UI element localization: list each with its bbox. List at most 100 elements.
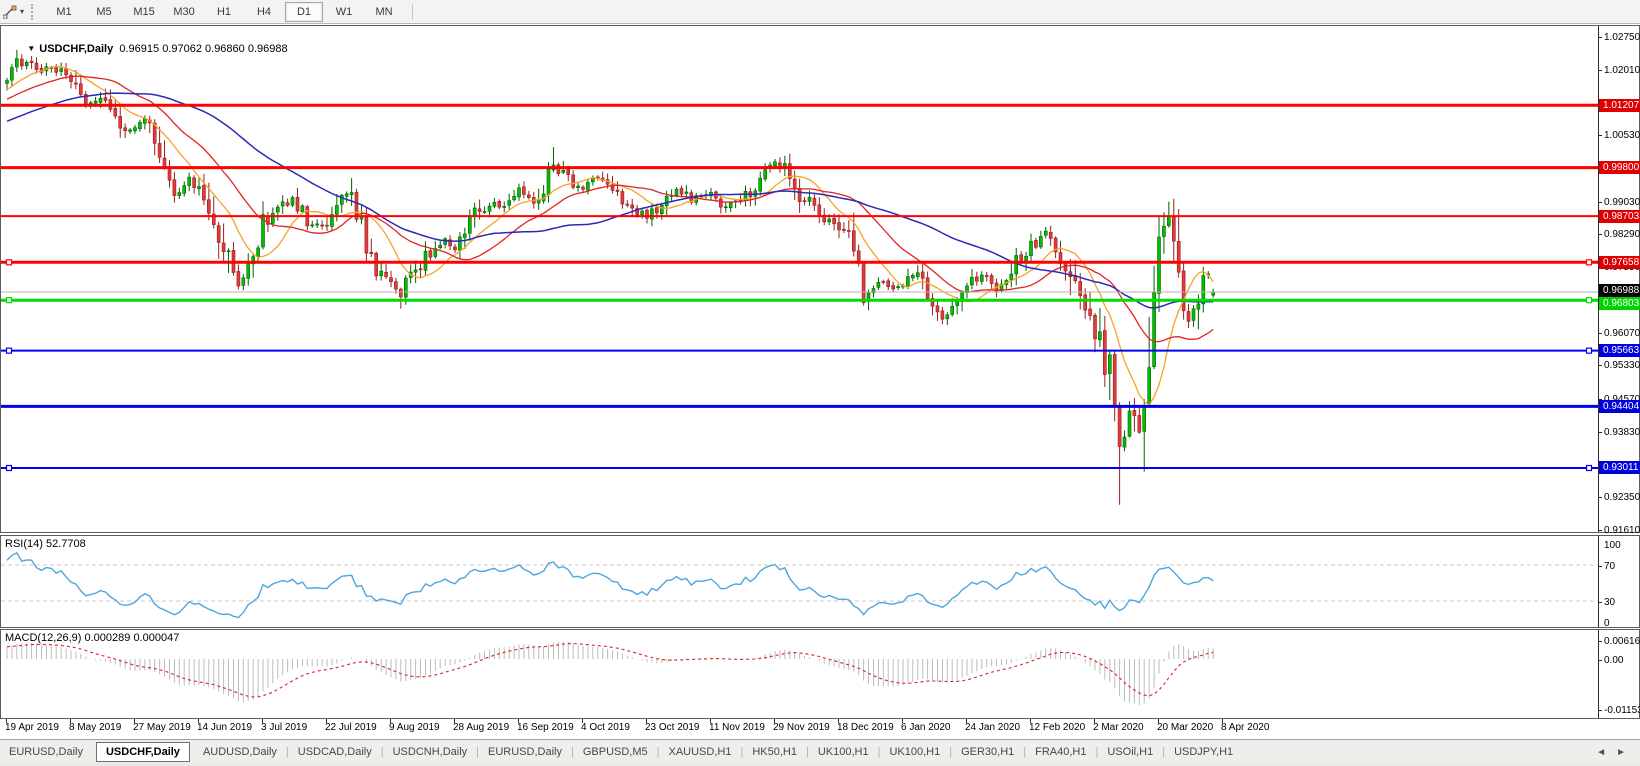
timeframe-button-H1[interactable]: H1 (216, 5, 232, 18)
chart-tab-USDCAD-Daily[interactable]: USDCAD,Daily (297, 746, 372, 758)
toolbar-dropdown-caret-icon[interactable]: ▾ (20, 7, 25, 16)
timeframe-button-W1[interactable]: W1 (335, 5, 353, 18)
chart-tab-HK50-H1[interactable]: HK50,H1 (752, 746, 797, 758)
price-flag: 0.97658 (1599, 256, 1640, 269)
status-strip (0, 763, 1640, 766)
tab-separator: | (877, 746, 881, 758)
timeframe-button-M15[interactable]: M15 (133, 5, 155, 18)
price-tick-mark (1598, 135, 1602, 136)
price-tick-label: 0.95330 (1604, 360, 1640, 371)
tab-scroll-right-icon[interactable]: ► (1616, 746, 1626, 758)
tab-separator: | (285, 746, 289, 758)
price-tick-label: 0.92350 (1604, 492, 1640, 503)
price-flag: 0.96988 (1599, 284, 1640, 297)
rsi-tick-label: 0 (1604, 618, 1610, 629)
time-axis[interactable]: 19 Apr 2019 8 May 2019 27 May 2019 14 Jun 2… (0, 719, 1640, 738)
price-tick-label: 0.93830 (1604, 427, 1640, 438)
timeframe-buttons-group: M1 M5 M15 M30 H1 H4 D1 W1 MN (44, 1, 404, 22)
rsi-tick-mark (1598, 602, 1602, 603)
price-flag: 0.98703 (1599, 210, 1640, 223)
price-axis-line (1598, 26, 1599, 532)
rsi-value: 52.7708 (45, 538, 86, 550)
timeframes-toolbar: ▾ M1 M5 M15 M30 H1 H4 D1 W1 MN (0, 0, 1640, 24)
timeframe-button-M1[interactable]: M1 (56, 5, 72, 18)
date-tick-mark (1222, 719, 1223, 723)
price-tick-mark (1598, 234, 1602, 235)
toolbar-separator (412, 3, 414, 20)
macd-tick-mark (1598, 660, 1602, 661)
chart-tab-EURUSD-Daily[interactable]: EURUSD,Daily (488, 746, 562, 758)
chart-tab-USDCNH-Daily[interactable]: USDCNH,Daily (392, 746, 468, 758)
chart-title-caret-icon[interactable]: ▼ (27, 44, 36, 53)
chart-tab-USDJPY-H1[interactable]: USDJPY,H1 (1174, 746, 1234, 758)
chart-tab-UK100-H1[interactable]: UK100,H1 (889, 746, 941, 758)
tab-separator: | (1095, 746, 1099, 758)
date-tick-mark (262, 719, 263, 723)
rsi-tick-label: 70 (1604, 561, 1616, 572)
chart-tab-EURUSD-Daily[interactable]: EURUSD,Daily (9, 746, 83, 758)
chart-tab-USDCHF-Daily[interactable]: USDCHF,Daily (95, 742, 190, 762)
price-tick-label: 0.99030 (1604, 197, 1640, 208)
price-tick-mark (1598, 37, 1602, 38)
timeframe-button-H4[interactable]: H4 (256, 5, 272, 18)
date-label: 22 Jul 2019 (325, 722, 377, 733)
date-tick-mark (1030, 719, 1031, 723)
toolbar-grip-handle[interactable] (31, 3, 38, 20)
chart-tab-GER30-H1[interactable]: GER30,H1 (961, 746, 1015, 758)
tab-separator: | (949, 746, 953, 758)
date-tick-mark (6, 719, 7, 723)
tab-scroll-left-icon[interactable]: ◄ (1596, 746, 1607, 758)
macd-tick-mark (1598, 641, 1602, 642)
macd-label: MACD(12,26,9) 0.000289 0.000047 (5, 632, 180, 644)
date-label: 3 Jul 2019 (261, 722, 308, 733)
timeframe-button-MN[interactable]: MN (375, 5, 393, 18)
rsi-tick-label: 100 (1604, 540, 1621, 551)
tab-separator: | (740, 746, 744, 758)
chart-tab-FRA40-H1[interactable]: FRA40,H1 (1035, 746, 1087, 758)
crosshair-tool-icon[interactable] (1, 3, 19, 21)
price-tick-mark (1598, 202, 1602, 203)
price-flag: 0.94404 (1599, 400, 1640, 413)
date-label: 12 Feb 2020 (1029, 722, 1086, 733)
chart-tab-UK100-H1[interactable]: UK100,H1 (817, 746, 869, 758)
tab-separator: | (476, 746, 480, 758)
price-tick-label: 0.98290 (1604, 229, 1640, 240)
macd-signal-value: 0.000047 (133, 632, 180, 644)
price-flag: 0.99800 (1599, 161, 1640, 174)
tab-separator: | (805, 746, 809, 758)
main-chart-canvas[interactable] (1, 26, 1639, 532)
macd-axis-line (1598, 630, 1599, 718)
date-label: 16 Sep 2019 (517, 722, 574, 733)
macd-canvas[interactable] (1, 630, 1639, 718)
tab-separator: | (656, 746, 660, 758)
rsi-axis-line (1598, 536, 1599, 627)
timeframe-button-M5[interactable]: M5 (96, 5, 112, 18)
rsi-canvas[interactable] (1, 536, 1639, 627)
chart-tab-USOil-H1[interactable]: USOil,H1 (1107, 746, 1154, 758)
price-tick-mark (1598, 530, 1602, 531)
date-tick-mark (774, 719, 775, 723)
macd-main-value: 0.000289 (84, 632, 131, 644)
timeframe-button-M30[interactable]: M30 (173, 5, 195, 18)
symbol-period-label: USDCHF,Daily (39, 43, 114, 55)
chart-tab-AUDUSD-Daily[interactable]: AUDUSD,Daily (202, 746, 277, 758)
chart-tab-XAUUSD-H1[interactable]: XAUUSD,H1 (668, 746, 732, 758)
tab-separator: | (1023, 746, 1027, 758)
ohlc-high: 0.97062 (162, 43, 202, 55)
date-label: 28 Aug 2019 (453, 722, 510, 733)
price-tick-label: 1.00530 (1604, 130, 1640, 141)
date-label: 20 Mar 2020 (1157, 722, 1214, 733)
date-label: 9 Aug 2019 (389, 722, 440, 733)
date-label: 24 Jan 2020 (965, 722, 1021, 733)
date-tick-mark (70, 719, 71, 723)
macd-tick-mark (1598, 710, 1602, 711)
chart-tab-GBPUSD-M5[interactable]: GBPUSD,M5 (582, 746, 648, 758)
date-tick-mark (1094, 719, 1095, 723)
timeframe-button-D1[interactable]: D1 (285, 1, 324, 22)
date-label: 14 Jun 2019 (197, 722, 253, 733)
rsi-tick-label: 30 (1604, 597, 1616, 608)
price-tick-mark (1598, 333, 1602, 334)
date-tick-mark (1158, 719, 1159, 723)
date-label: 29 Nov 2019 (773, 722, 830, 733)
